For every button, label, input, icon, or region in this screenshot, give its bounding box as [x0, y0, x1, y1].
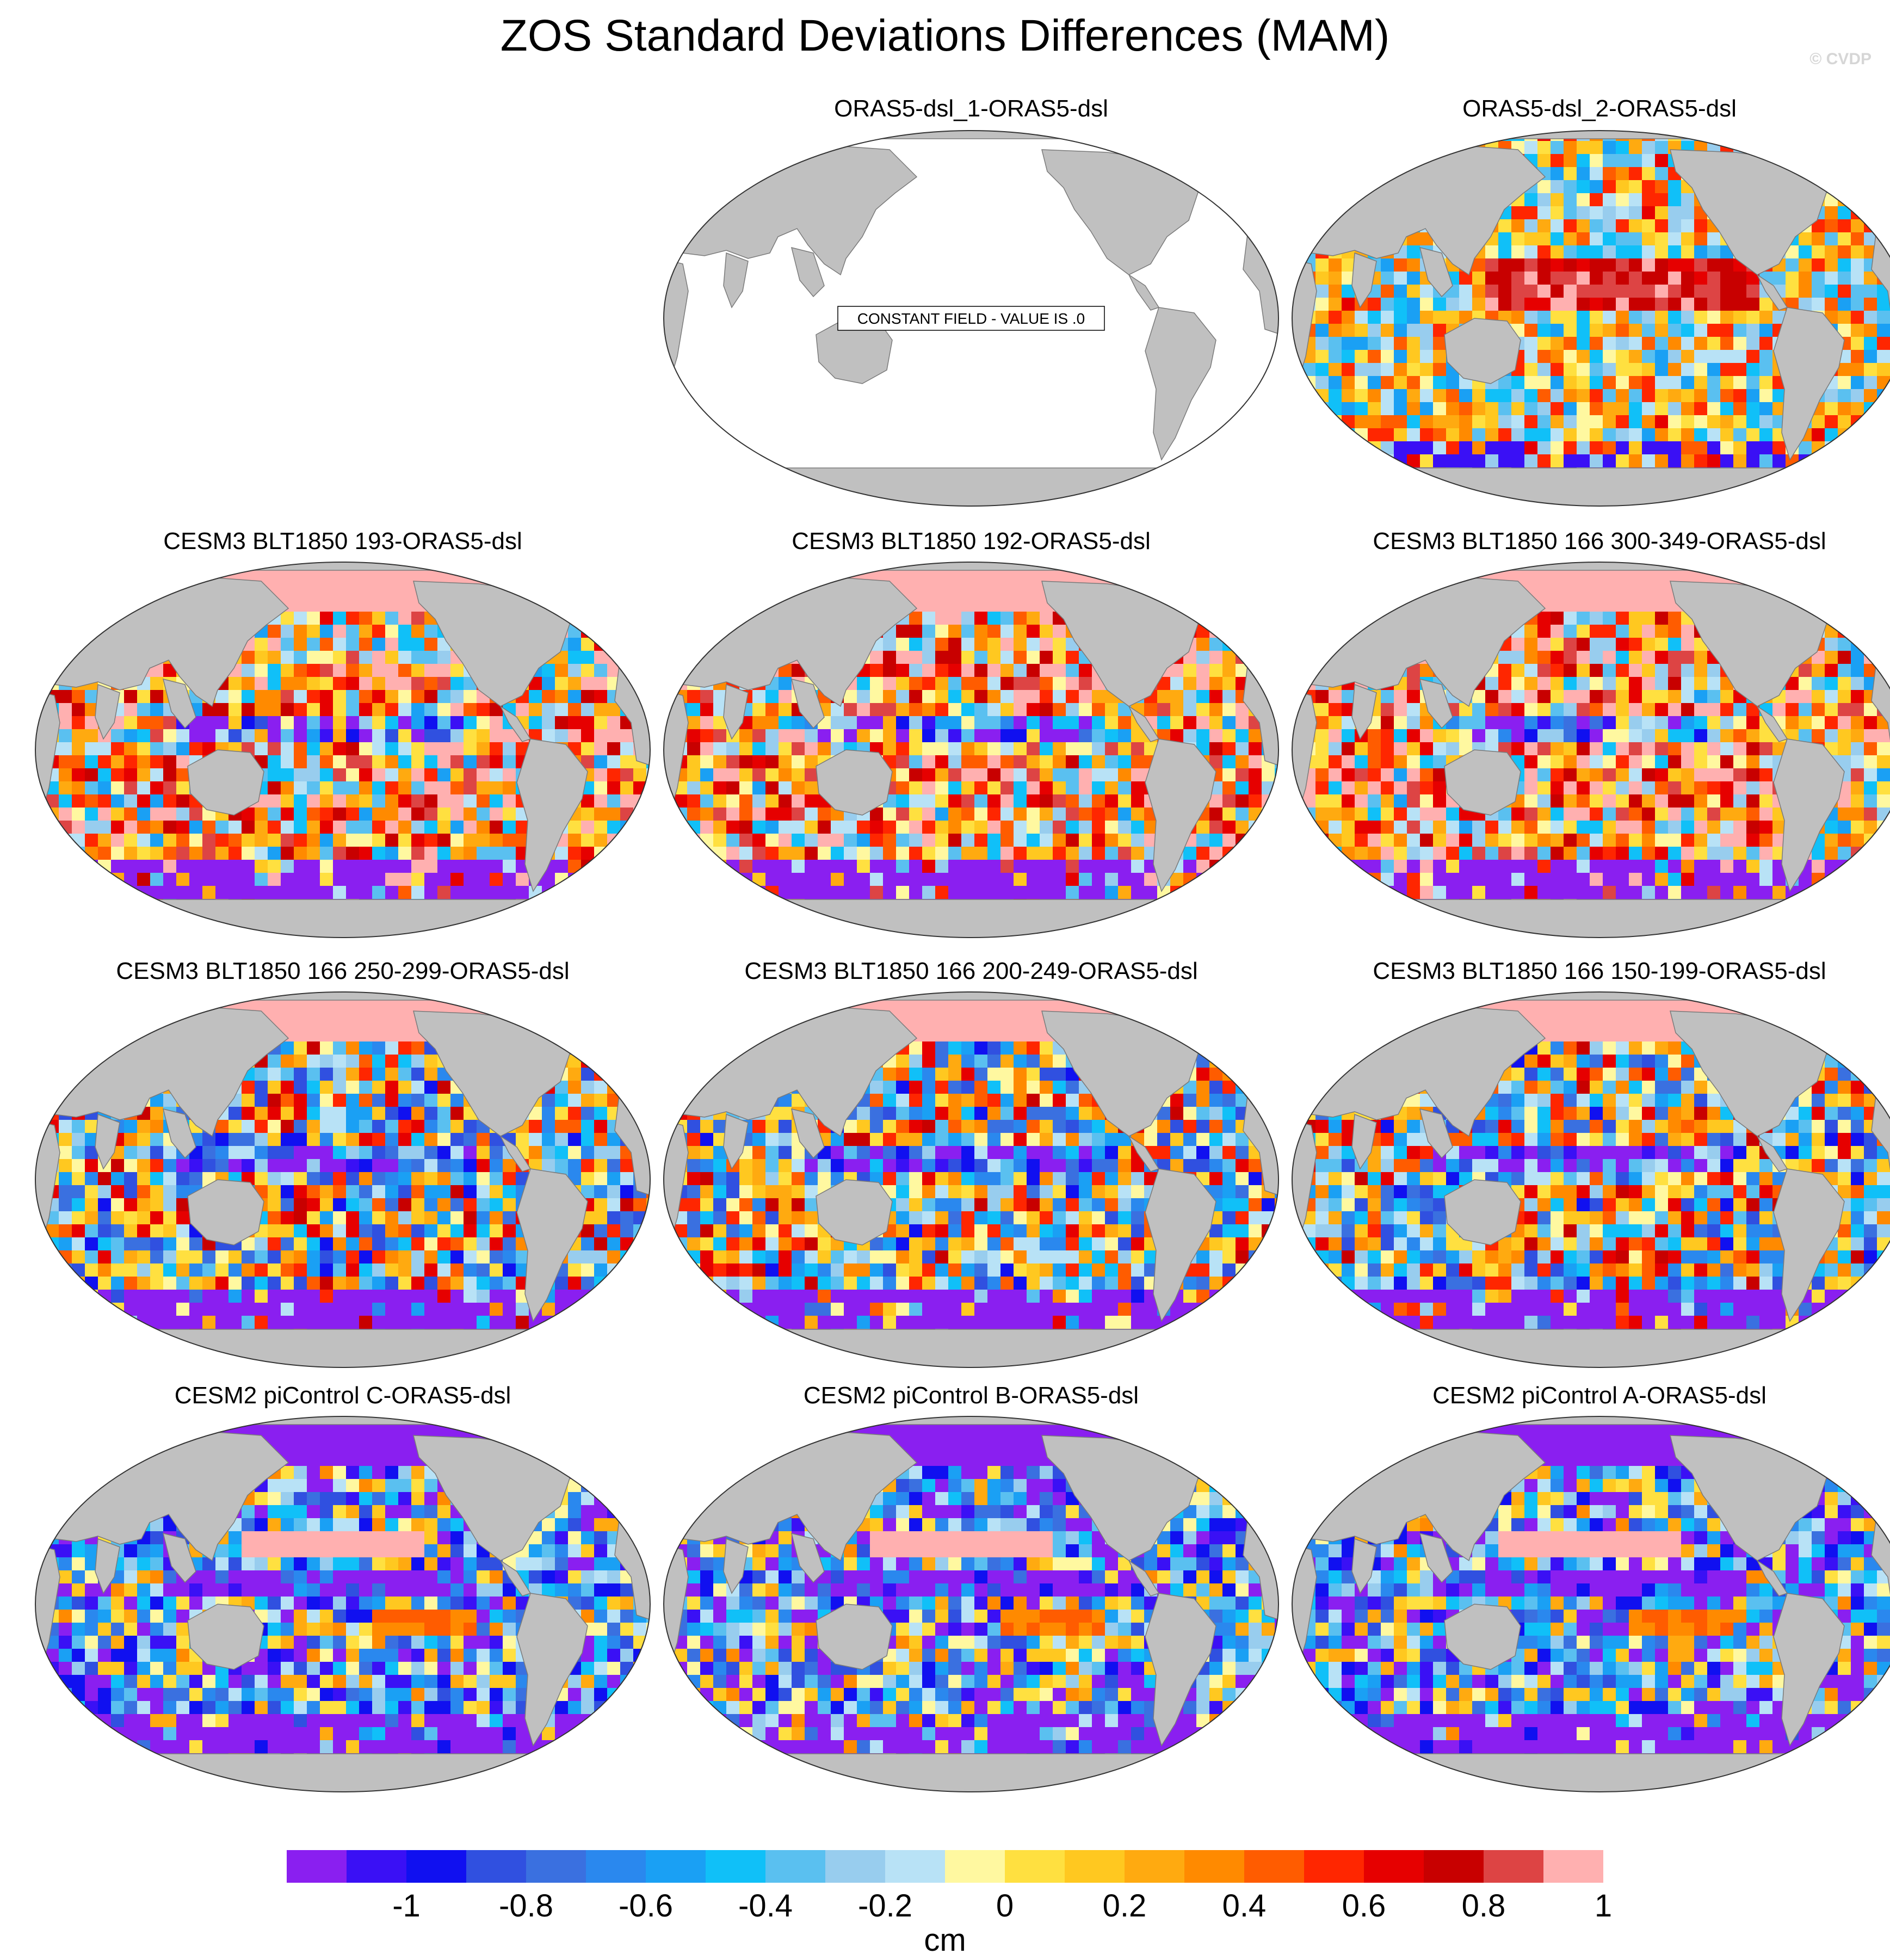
colorbar-swatch — [706, 1850, 766, 1883]
colorbar-swatch — [1184, 1850, 1245, 1883]
map-panel — [663, 1416, 1279, 1792]
cvdp-watermark: © CVDP — [1809, 50, 1872, 68]
colorbar-tick-label: -0.4 — [738, 1888, 793, 1924]
colorbar-swatch — [466, 1850, 527, 1883]
colorbar-tick-label: -0.8 — [499, 1888, 553, 1924]
map-panel — [1292, 1416, 1890, 1792]
colorbar-swatch — [526, 1850, 586, 1883]
figure-title: ZOS Standard Deviations Differences (MAM… — [500, 11, 1390, 60]
constant-field-label: CONSTANT FIELD - VALUE IS .0 — [857, 310, 1085, 327]
colorbar-tick-label: 1 — [1594, 1888, 1613, 1924]
panel-title: CESM3 BLT1850 166 150-199-ORAS5-dsl — [1373, 958, 1826, 984]
colorbar-units: cm — [924, 1922, 966, 1958]
map-panel — [35, 991, 651, 1368]
panel-title: CESM3 BLT1850 166 250-299-ORAS5-dsl — [116, 958, 570, 984]
panel-title: ORAS5-dsl_2-ORAS5-dsl — [1462, 95, 1737, 122]
map-panel — [35, 1416, 651, 1792]
map-panel: CONSTANT FIELD - VALUE IS .0 — [663, 130, 1279, 507]
colorbar-swatch — [586, 1850, 646, 1883]
colorbar-swatch — [765, 1850, 826, 1883]
colorbar-swatch — [646, 1850, 706, 1883]
colorbar-swatch — [1065, 1850, 1125, 1883]
map-panel — [663, 991, 1279, 1368]
colorbar-swatch — [1125, 1850, 1185, 1883]
colorbar — [287, 1850, 1603, 1883]
panel-title: CESM3 BLT1850 193-ORAS5-dsl — [163, 528, 522, 554]
panel-title: CESM3 BLT1850 192-ORAS5-dsl — [792, 528, 1151, 554]
colorbar-swatch — [1304, 1850, 1364, 1883]
colorbar-swatch — [347, 1850, 407, 1883]
colorbar-swatch — [1424, 1850, 1484, 1883]
colorbar-tick-label: 0.6 — [1342, 1888, 1386, 1924]
map-panel — [1292, 991, 1890, 1368]
constant-field-label-box — [837, 306, 1105, 331]
colorbar-swatch — [1484, 1850, 1544, 1883]
panel-title: CESM2 piControl A-ORAS5-dsl — [1432, 1382, 1767, 1409]
colorbar-tick-label: 0 — [996, 1888, 1014, 1924]
colorbar-swatch — [406, 1850, 467, 1883]
panel-title: CESM2 piControl B-ORAS5-dsl — [803, 1382, 1139, 1409]
map-panel — [663, 562, 1279, 938]
panel-title: CESM3 BLT1850 166 300-349-ORAS5-dsl — [1373, 528, 1826, 554]
colorbar-swatch — [1364, 1850, 1424, 1883]
panel-title: ORAS5-dsl_1-ORAS5-dsl — [834, 95, 1108, 122]
colorbar-tick-label: 0.2 — [1102, 1888, 1147, 1924]
panel-title: CESM2 piControl C-ORAS5-dsl — [174, 1382, 511, 1409]
colorbar-swatch — [287, 1850, 347, 1883]
colorbar-swatch — [825, 1850, 886, 1883]
map-panel — [35, 562, 651, 938]
colorbar-tick-label: 0.4 — [1222, 1888, 1267, 1924]
colorbar-tick-label: 0.8 — [1461, 1888, 1506, 1924]
map-panel — [1292, 130, 1890, 507]
colorbar-tick-label: -0.6 — [619, 1888, 673, 1924]
colorbar-swatch — [1005, 1850, 1065, 1883]
colorbar-swatch — [1543, 1850, 1603, 1883]
map-panel — [1292, 562, 1890, 938]
colorbar-tick-label: -0.2 — [858, 1888, 912, 1924]
colorbar-tick-label: -1 — [392, 1888, 421, 1924]
colorbar-swatch — [945, 1850, 1005, 1883]
colorbar-swatch — [1244, 1850, 1305, 1883]
panel-title: CESM3 BLT1850 166 200-249-ORAS5-dsl — [744, 958, 1198, 984]
colorbar-swatch — [885, 1850, 946, 1883]
